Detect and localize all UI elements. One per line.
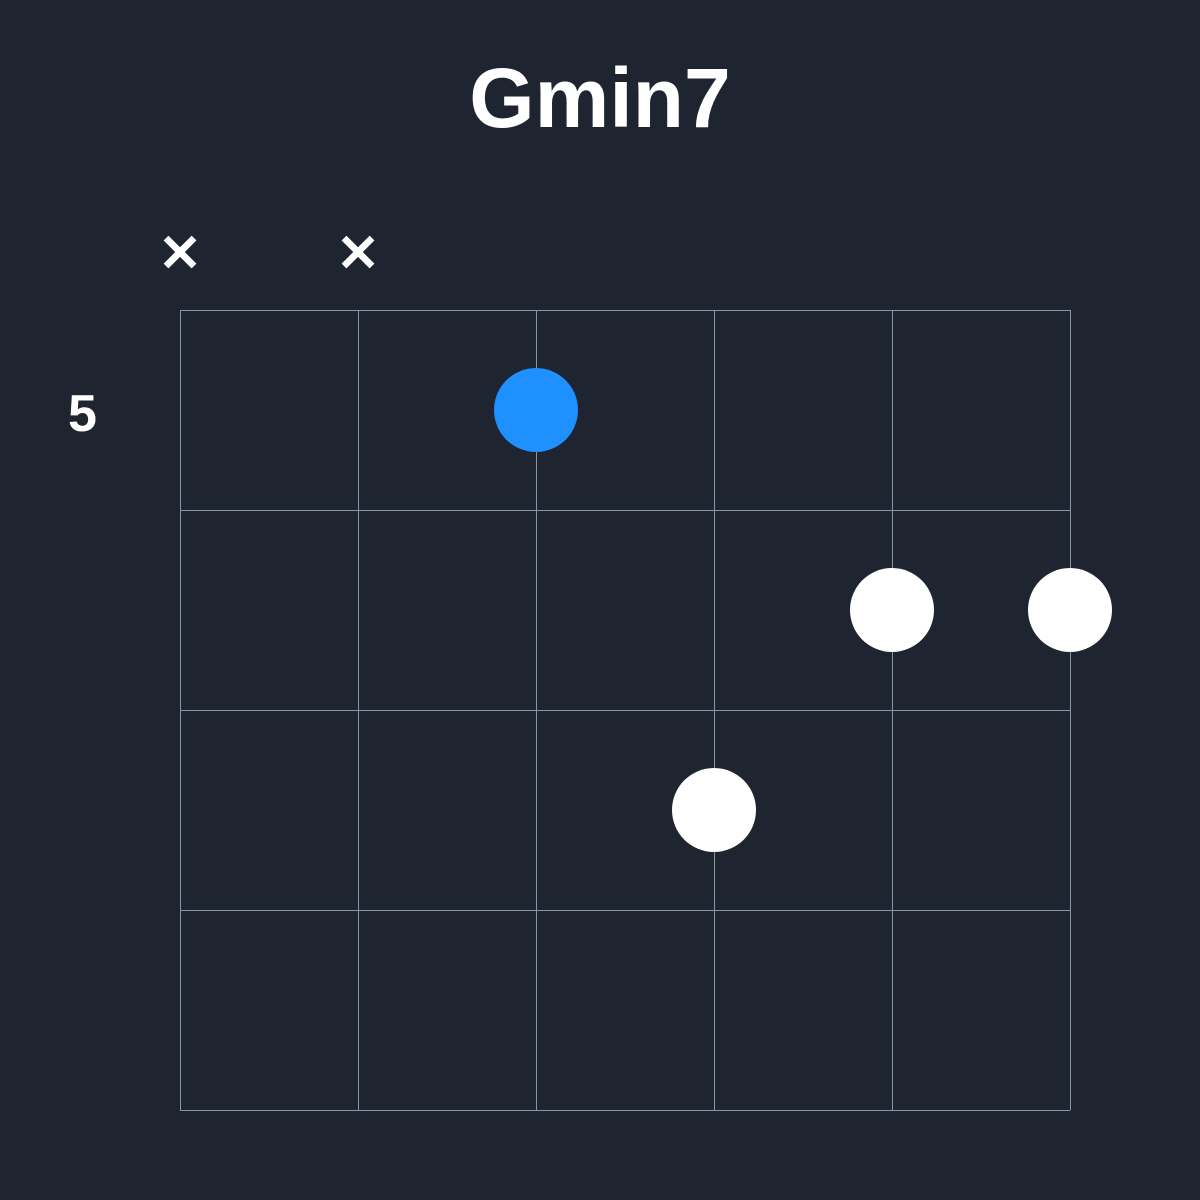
string-line	[1070, 310, 1071, 1110]
fretboard-diagram: ✕✕	[180, 310, 1070, 1110]
fret-line	[180, 1110, 1070, 1111]
mute-mark: ✕	[158, 228, 202, 280]
root-note-dot	[494, 368, 578, 452]
note-dot	[672, 768, 756, 852]
chord-diagram-container: Gmin7 5 ✕✕	[0, 0, 1200, 1200]
note-dot	[1028, 568, 1112, 652]
fret-line	[180, 310, 1070, 311]
starting-fret-label: 5	[68, 384, 97, 444]
mute-mark: ✕	[336, 228, 380, 280]
note-dot	[850, 568, 934, 652]
chord-name: Gmin7	[0, 50, 1200, 147]
fret-line	[180, 710, 1070, 711]
fret-line	[180, 510, 1070, 511]
fret-line	[180, 910, 1070, 911]
